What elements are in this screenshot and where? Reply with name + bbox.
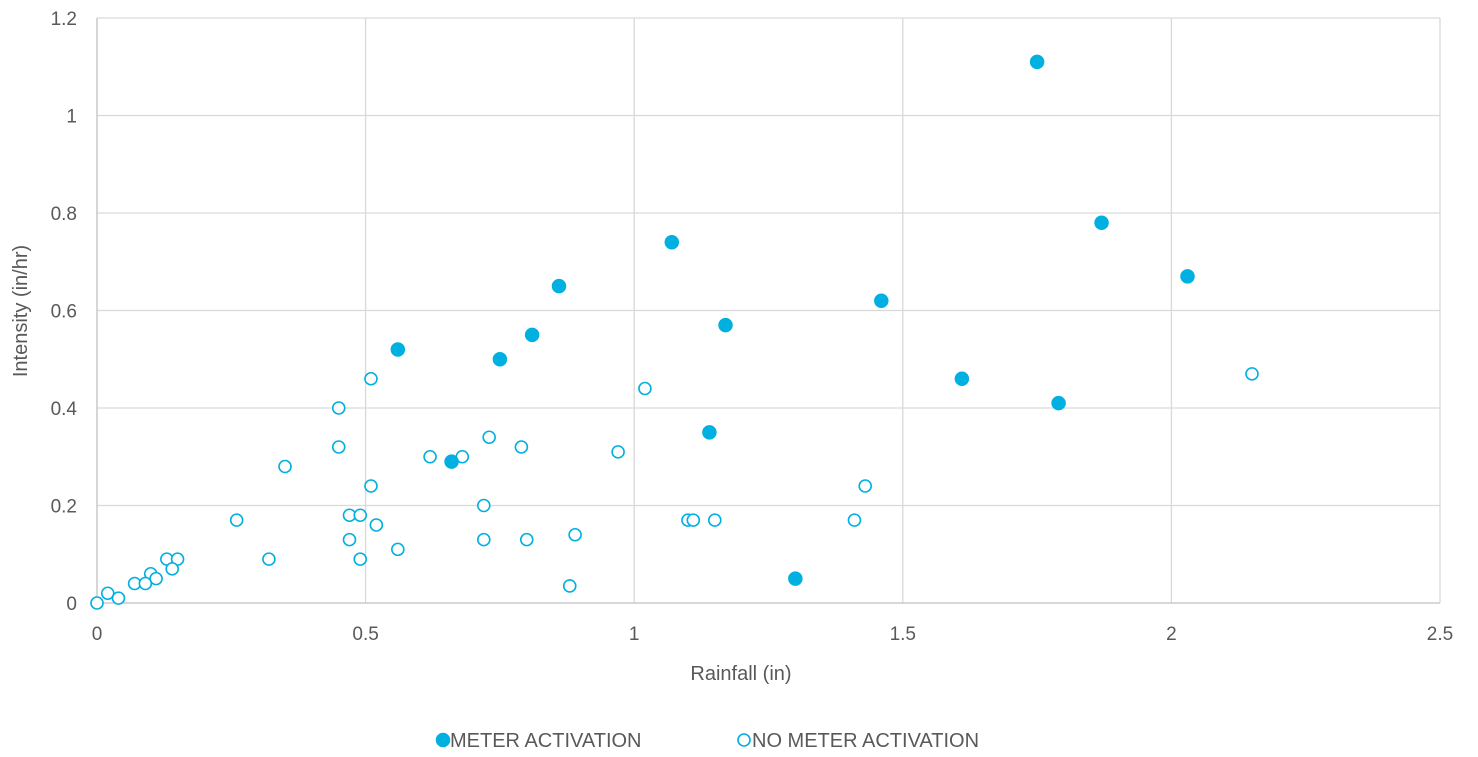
data-point-no-meter-activation xyxy=(638,381,652,396)
y-tick-label: 0.4 xyxy=(51,399,78,420)
data-point-no-meter-activation xyxy=(364,371,378,386)
data-point-meter-activation xyxy=(954,371,970,386)
data-point-no-meter-activation xyxy=(858,479,872,493)
data-point-no-meter-activation xyxy=(111,591,126,605)
data-point-no-meter-activation xyxy=(331,401,346,415)
data-point-no-meter-activation xyxy=(423,449,437,464)
data-point-meter-activation xyxy=(1094,215,1109,230)
data-point-meter-activation xyxy=(551,278,567,294)
data-point-no-meter-activation xyxy=(364,479,378,493)
x-tick-label: 0.5 xyxy=(352,624,378,645)
data-point-no-meter-activation xyxy=(100,586,115,601)
data-point-no-meter-activation xyxy=(476,498,491,513)
data-point-meter-activation xyxy=(1180,269,1195,284)
data-point-no-meter-activation xyxy=(353,508,368,523)
data-point-no-meter-activation xyxy=(149,571,163,586)
data-point-no-meter-activation xyxy=(482,430,496,445)
y-tick-label: 1.2 xyxy=(51,9,77,30)
data-point-meter-activation xyxy=(390,342,406,357)
data-point-no-meter-activation xyxy=(847,513,862,527)
data-point-no-meter-activation xyxy=(476,532,491,547)
y-tick-label: 0.8 xyxy=(51,204,77,225)
legend: METER ACTIVATION NO METER ACTIVATION xyxy=(435,730,979,752)
tick-labels: 0 0.2 0.4 0.6 0.8 1 1.2 0 0.5 1 1.5 2 2.5 xyxy=(51,9,1454,645)
data-point-no-meter-activation xyxy=(138,576,153,591)
data-points xyxy=(90,54,1259,610)
legend-item-meter-activation: METER ACTIVATION xyxy=(435,730,642,752)
data-point-no-meter-activation xyxy=(278,459,292,474)
axis-layer xyxy=(96,18,1440,604)
x-tick-label: 1 xyxy=(629,624,640,645)
legend-label-no-meter-activation: NO METER ACTIVATION xyxy=(752,730,979,752)
data-point-no-meter-activation xyxy=(90,596,104,610)
data-point-no-meter-activation xyxy=(229,513,244,527)
data-point-no-meter-activation xyxy=(686,513,701,527)
x-tick-label: 1.5 xyxy=(890,624,916,645)
data-point-no-meter-activation xyxy=(331,440,346,454)
data-point-no-meter-activation xyxy=(369,518,384,532)
data-point-meter-activation xyxy=(1029,54,1045,70)
legend-label-meter-activation: METER ACTIVATION xyxy=(450,730,642,752)
y-tick-label: 0 xyxy=(66,594,77,615)
legend-marker-filled-icon xyxy=(435,732,451,748)
data-point-no-meter-activation xyxy=(165,562,180,576)
data-point-no-meter-activation xyxy=(353,552,368,566)
data-point-meter-activation xyxy=(444,454,459,469)
data-point-no-meter-activation xyxy=(568,527,582,542)
data-point-no-meter-activation xyxy=(342,532,357,547)
data-point-meter-activation xyxy=(492,352,508,367)
data-point-meter-activation xyxy=(874,293,889,308)
data-point-no-meter-activation xyxy=(1245,367,1259,381)
data-point-no-meter-activation xyxy=(391,542,405,557)
data-point-meter-activation xyxy=(1051,395,1066,411)
data-point-no-meter-activation xyxy=(514,440,529,454)
data-point-meter-activation xyxy=(702,425,717,440)
data-point-no-meter-activation xyxy=(562,579,577,593)
data-point-no-meter-activation xyxy=(519,532,534,547)
grid-layer xyxy=(97,17,1441,603)
data-point-meter-activation xyxy=(718,317,733,333)
x-tick-label: 2 xyxy=(1166,624,1177,645)
legend-item-no-meter-activation: NO METER ACTIVATION xyxy=(737,730,979,752)
x-tick-label: 0 xyxy=(92,624,103,645)
legend-marker-open-icon xyxy=(737,733,751,747)
y-tick-label: 1 xyxy=(66,107,77,128)
x-tick-label: 2.5 xyxy=(1427,624,1453,645)
y-axis-title: Intensity (in/hr) xyxy=(10,245,32,377)
data-point-meter-activation xyxy=(788,571,803,586)
data-point-no-meter-activation xyxy=(707,513,722,527)
data-point-no-meter-activation xyxy=(611,445,625,459)
y-tick-label: 0.6 xyxy=(51,302,77,323)
data-point-meter-activation xyxy=(524,327,540,343)
x-axis-title: Rainfall (in) xyxy=(690,663,791,685)
y-tick-label: 0.2 xyxy=(51,497,77,518)
data-point-meter-activation xyxy=(664,235,680,250)
data-point-no-meter-activation xyxy=(262,552,276,566)
